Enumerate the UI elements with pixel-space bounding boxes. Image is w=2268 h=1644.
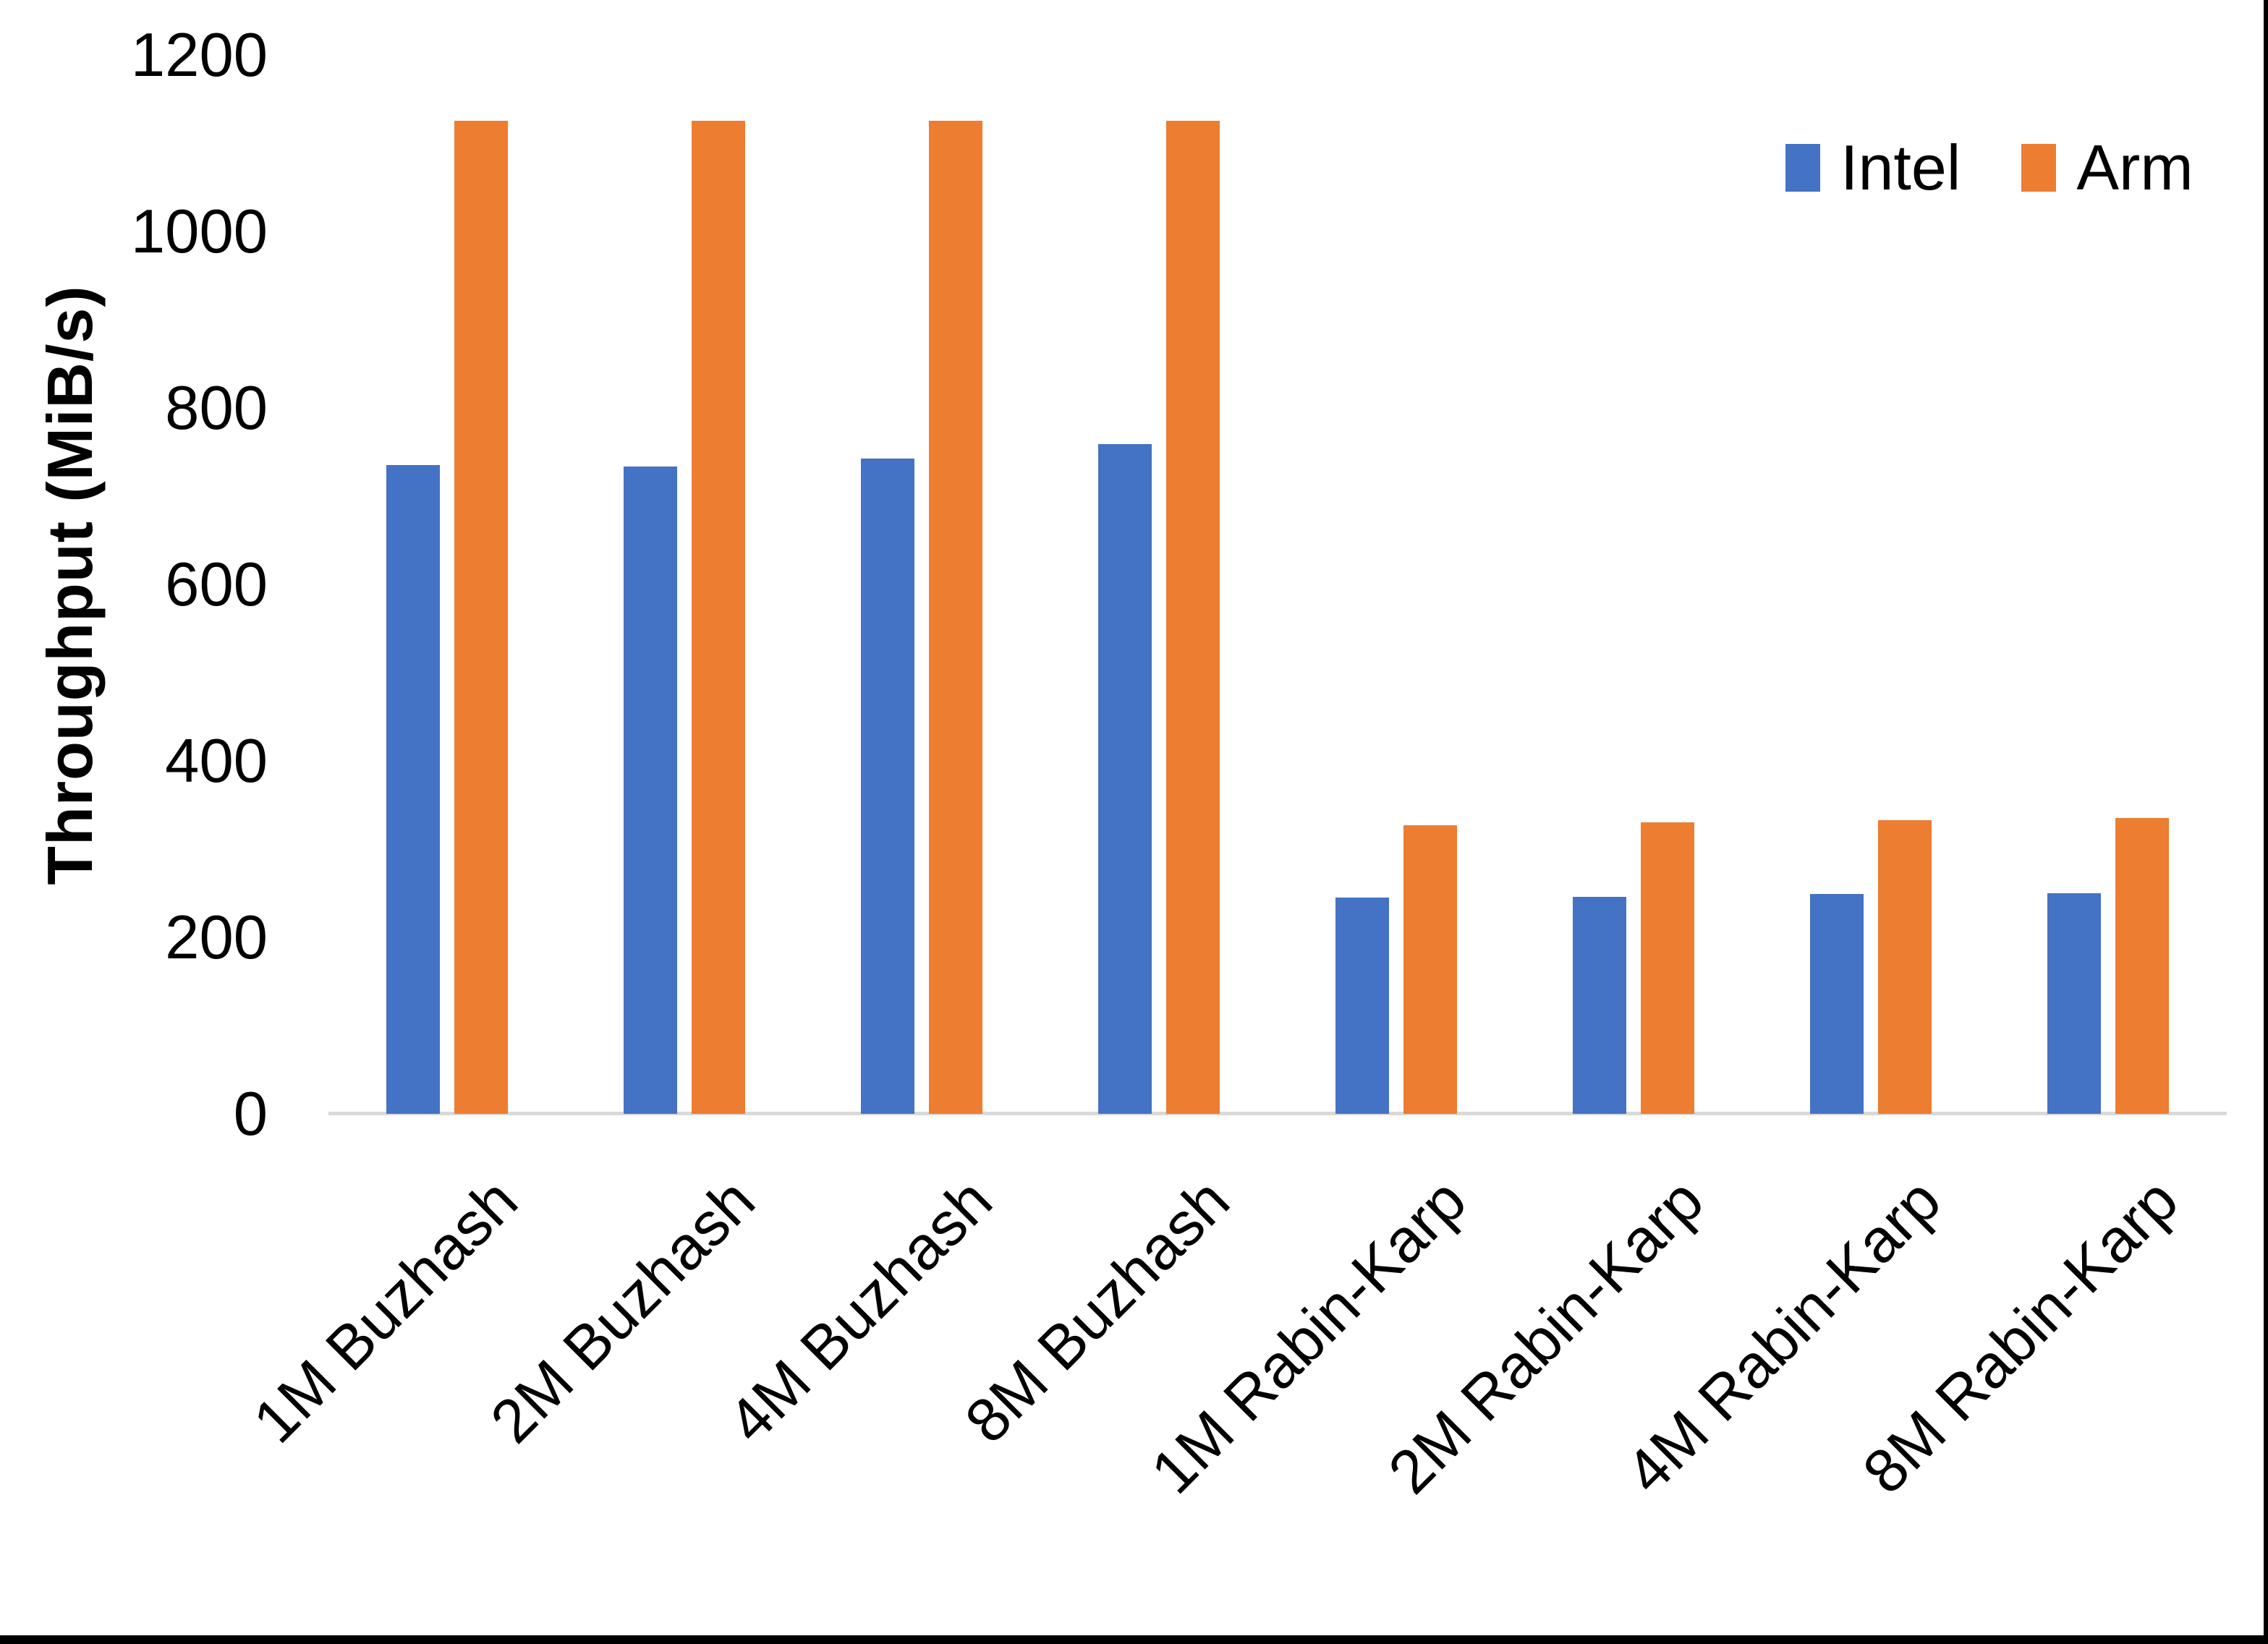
bar-intel-4m-buzhash <box>861 459 914 1114</box>
bar-arm-2m-buzhash <box>692 121 745 1114</box>
y-tick-label-0: 0 <box>233 1080 268 1149</box>
legend-label-arm: Arm <box>2076 132 2193 203</box>
bar-arm-1m-buzhash <box>454 121 508 1114</box>
bar-arm-2m-rabin-karp <box>1641 822 1694 1114</box>
bar-intel-2m-rabin-karp <box>1573 897 1626 1114</box>
bar-intel-1m-buzhash <box>386 465 440 1114</box>
y-tick-label-1000: 1000 <box>130 197 268 266</box>
y-tick-label-800: 800 <box>165 374 268 443</box>
x-axis-line <box>328 1112 2227 1115</box>
legend-item-intel: Intel <box>1785 136 1961 200</box>
y-tick-label-200: 200 <box>165 903 268 972</box>
bar-intel-8m-rabin-karp <box>2047 893 2101 1114</box>
bar-arm-4m-rabin-karp <box>1878 820 1932 1114</box>
y-tick-label-1200: 1200 <box>130 21 268 90</box>
bar-intel-1m-rabin-karp <box>1335 898 1389 1114</box>
bar-arm-1m-rabin-karp <box>1403 825 1457 1114</box>
legend-swatch-intel <box>1785 144 1820 192</box>
bar-intel-4m-rabin-karp <box>1810 894 1864 1114</box>
bar-arm-4m-buzhash <box>929 121 982 1114</box>
right-border <box>2264 0 2268 1644</box>
y-axis-title: Throughput (MiB/s) <box>34 285 106 885</box>
legend-swatch-arm <box>2021 144 2057 192</box>
legend-label-intel: Intel <box>1840 132 1961 203</box>
bottom-border <box>0 1635 2268 1644</box>
bar-intel-8m-buzhash <box>1098 444 1152 1114</box>
chart-legend: Intel Arm <box>1785 136 2193 200</box>
bar-arm-8m-rabin-karp <box>2115 818 2169 1114</box>
bar-intel-2m-buzhash <box>624 467 677 1114</box>
legend-item-arm: Arm <box>2021 136 2193 200</box>
y-tick-label-400: 400 <box>165 727 268 796</box>
bar-arm-8m-buzhash <box>1166 121 1220 1114</box>
y-tick-label-600: 600 <box>165 550 268 619</box>
